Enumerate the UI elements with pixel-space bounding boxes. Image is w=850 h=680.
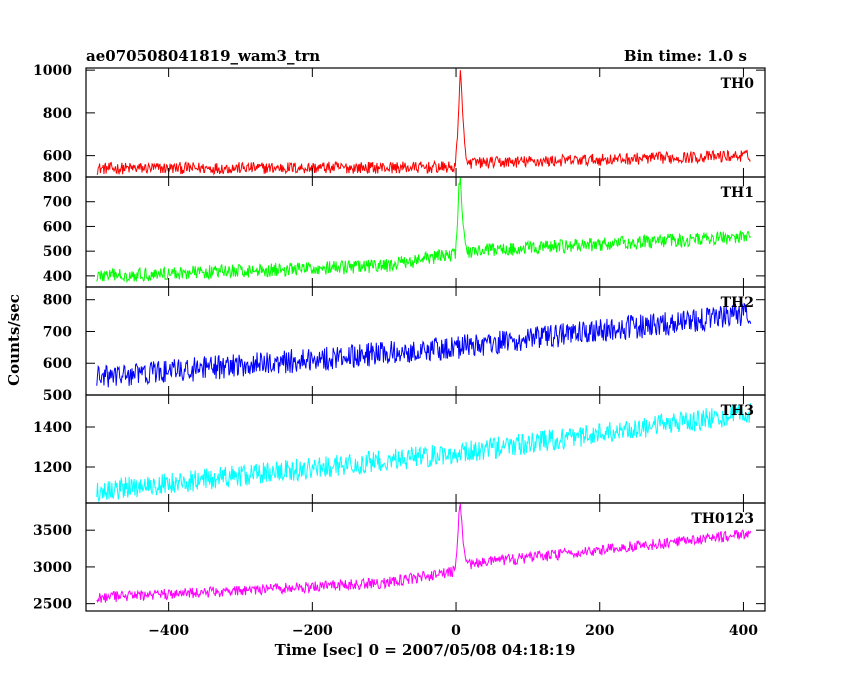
y-tick-label: 1000 (33, 63, 72, 79)
x-tick-label: 0 (451, 623, 461, 639)
panel-name-label: TH0 (721, 76, 755, 92)
y-tick-label: 3500 (33, 523, 72, 539)
y-axis-label: Counts/sec (5, 294, 23, 386)
y-tick-label: 1400 (33, 420, 72, 436)
panel-name-label: TH2 (721, 295, 754, 311)
panel-name-label: TH3 (721, 403, 754, 419)
y-tick-label: 800 (43, 106, 72, 122)
panel-th0: 600 800 1000 TH0 (33, 63, 766, 178)
panel-th3: 1200 1400 TH3 (33, 394, 766, 504)
series-th0123-line (96, 503, 752, 604)
bin-time-label: Bin time: 1.0 s (624, 47, 747, 65)
y-tick-label: 600 (43, 356, 72, 372)
panel-name-label: TH0123 (691, 511, 754, 527)
x-tick-label: −200 (292, 623, 333, 639)
y-tick-label: 800 (43, 293, 72, 309)
x-tick-label: 200 (585, 623, 614, 639)
y-tick-label: 400 (43, 269, 72, 285)
y-tick-label: 500 (43, 388, 72, 404)
y-tick-label: 800 (43, 170, 72, 186)
panel-th1: 400 500 600 700 800 TH1 (43, 170, 766, 288)
y-tick-label: 600 (43, 149, 72, 165)
series-th0-line (96, 70, 751, 176)
panels-group: 600 800 1000 TH0 400 500 600 700 800 TH1 500 600 700… (33, 63, 766, 613)
panel-frame (85, 502, 766, 612)
y-tick-label: 500 (43, 244, 72, 260)
y-tick-label: 600 (43, 219, 72, 235)
panel-th2: 500 600 700 800 TH2 (43, 286, 766, 404)
y-tick-label: 1200 (33, 460, 72, 476)
y-tick-label: 2500 (33, 597, 72, 613)
series-th2-line (96, 302, 752, 388)
x-tick-label: 400 (729, 623, 758, 639)
chart-title: ae070508041819_wam3_trn (86, 47, 320, 65)
series-th1-line (96, 177, 752, 284)
x-tick-label: −400 (148, 623, 189, 639)
y-tick-label: 700 (43, 324, 72, 340)
x-axis-label: Time [sec] 0 = 2007/05/08 04:18:19 (275, 641, 576, 659)
panel-frame (85, 286, 766, 396)
panel-th0123: 2500 3000 3500 TH0123 (33, 502, 766, 613)
y-tick-label: 700 (43, 195, 72, 211)
series-th3-line (96, 403, 752, 503)
y-tick-label: 3000 (33, 560, 72, 576)
panel-name-label: TH1 (721, 185, 754, 201)
x-axis: −400 −200 0 200 400 (148, 623, 758, 639)
